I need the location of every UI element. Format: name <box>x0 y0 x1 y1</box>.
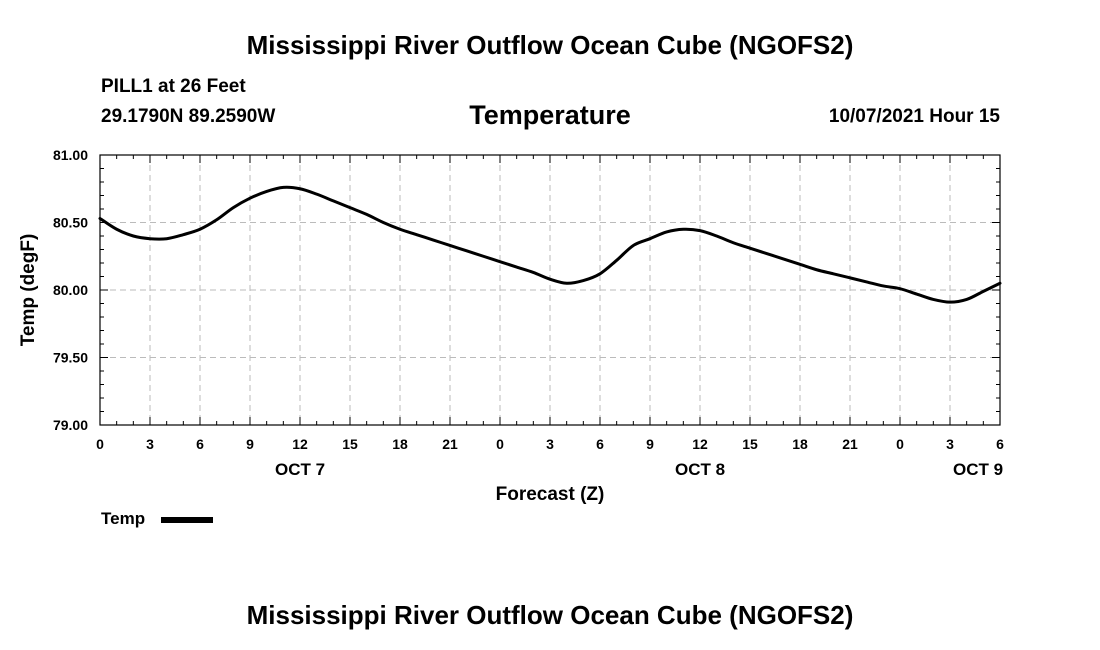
x-tick-label: 15 <box>742 436 758 452</box>
x-day-label: OCT 9 <box>953 460 1003 479</box>
chart-title-top: Mississippi River Outflow Ocean Cube (NG… <box>246 30 854 60</box>
x-axis-title: Forecast (Z) <box>496 484 605 505</box>
x-tick-label: 3 <box>546 436 554 452</box>
station-coordinates: 29.1790N 89.2590W <box>101 106 276 127</box>
plot-frame <box>99 154 1001 426</box>
x-tick-label: 21 <box>842 436 858 452</box>
x-tick-label: 18 <box>392 436 408 452</box>
legend-label: Temp <box>101 509 146 528</box>
axes-layer <box>99 154 1001 426</box>
x-tick-label: 18 <box>792 436 808 452</box>
x-tick-label: 9 <box>246 436 254 452</box>
chart-title-bottom: Mississippi River Outflow Ocean Cube (NG… <box>246 600 854 630</box>
x-tick-label: 0 <box>96 436 104 452</box>
label-layer: 0 3 6 9 12 15 18 21 0 3 6 9 12 15 18 21 0 3 6 79.00 79.50 80.… <box>18 147 1004 505</box>
y-tick-label: 79.50 <box>53 350 88 366</box>
x-tick-label: 15 <box>342 436 358 452</box>
x-tick-label: 0 <box>496 436 504 452</box>
parameter-title: Temperature <box>469 100 631 130</box>
legend-swatch <box>161 517 213 523</box>
x-day-label: OCT 7 <box>275 460 325 479</box>
x-day-label: OCT 8 <box>675 460 725 479</box>
x-tick-label: 12 <box>692 436 708 452</box>
x-tick-label: 6 <box>596 436 604 452</box>
x-tick-label: 9 <box>646 436 654 452</box>
grid-layer <box>100 155 1000 425</box>
y-tick-label: 80.50 <box>53 215 88 231</box>
series-layer <box>98 185 1002 304</box>
y-tick-label: 81.00 <box>53 147 88 163</box>
x-tick-label: 6 <box>996 436 1004 452</box>
y-axis-title: Temp (degF) <box>18 234 39 347</box>
series-line-temp <box>98 185 1002 304</box>
x-tick-label: 12 <box>292 436 308 452</box>
y-tick-label: 79.00 <box>53 417 88 433</box>
forecast-datetime: 10/07/2021 Hour 15 <box>828 106 1000 127</box>
x-tick-label: 3 <box>146 436 154 452</box>
x-tick-label: 3 <box>946 436 954 452</box>
x-tick-label: 6 <box>196 436 204 452</box>
x-tick-label: 21 <box>442 436 458 452</box>
station-label: PILL1 at 26 Feet <box>101 76 246 97</box>
x-tick-label: 0 <box>896 436 904 452</box>
y-tick-label: 80.00 <box>53 282 88 298</box>
